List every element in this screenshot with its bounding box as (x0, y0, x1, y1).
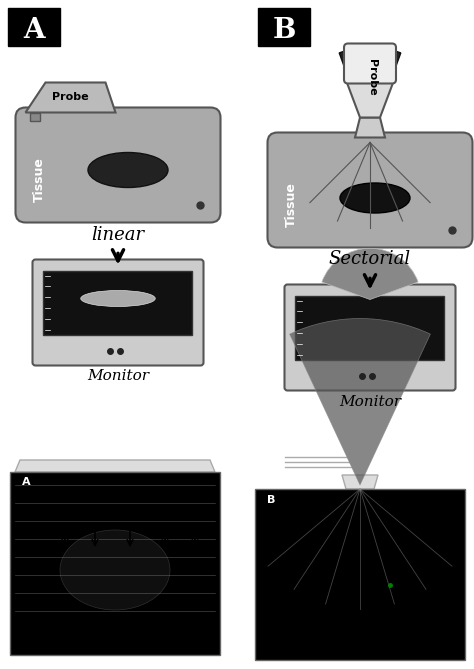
Bar (8, 8, 60, 46)
Text: linear: linear (91, 225, 145, 244)
Bar (295, 296, 445, 359)
Polygon shape (26, 82, 116, 112)
Polygon shape (345, 78, 395, 118)
FancyBboxPatch shape (267, 132, 473, 248)
Text: Monitor: Monitor (339, 395, 401, 409)
Polygon shape (342, 475, 378, 489)
Ellipse shape (81, 290, 155, 306)
FancyBboxPatch shape (344, 43, 396, 84)
Bar (255, 489, 465, 660)
Text: Sectorial: Sectorial (329, 250, 411, 268)
Polygon shape (355, 118, 385, 138)
Text: B: B (267, 495, 275, 505)
Text: B: B (272, 17, 296, 43)
Ellipse shape (88, 153, 168, 187)
Text: Monitor: Monitor (87, 369, 149, 383)
Bar (258, 8, 310, 46)
Text: Tissue: Tissue (285, 183, 298, 227)
Text: Tissue: Tissue (33, 158, 46, 203)
Text: A: A (22, 477, 31, 487)
Wedge shape (339, 47, 401, 138)
Text: A: A (23, 17, 45, 43)
Bar (44, 270, 192, 334)
Bar (30, 112, 40, 120)
Text: Probe: Probe (52, 92, 89, 102)
FancyBboxPatch shape (33, 260, 203, 365)
Ellipse shape (60, 530, 170, 610)
Polygon shape (15, 460, 215, 472)
Text: Probe: Probe (367, 59, 377, 96)
Bar (10, 472, 220, 655)
Wedge shape (322, 248, 418, 300)
Wedge shape (290, 318, 430, 485)
FancyBboxPatch shape (284, 284, 456, 391)
Ellipse shape (340, 183, 410, 213)
FancyBboxPatch shape (16, 108, 220, 223)
